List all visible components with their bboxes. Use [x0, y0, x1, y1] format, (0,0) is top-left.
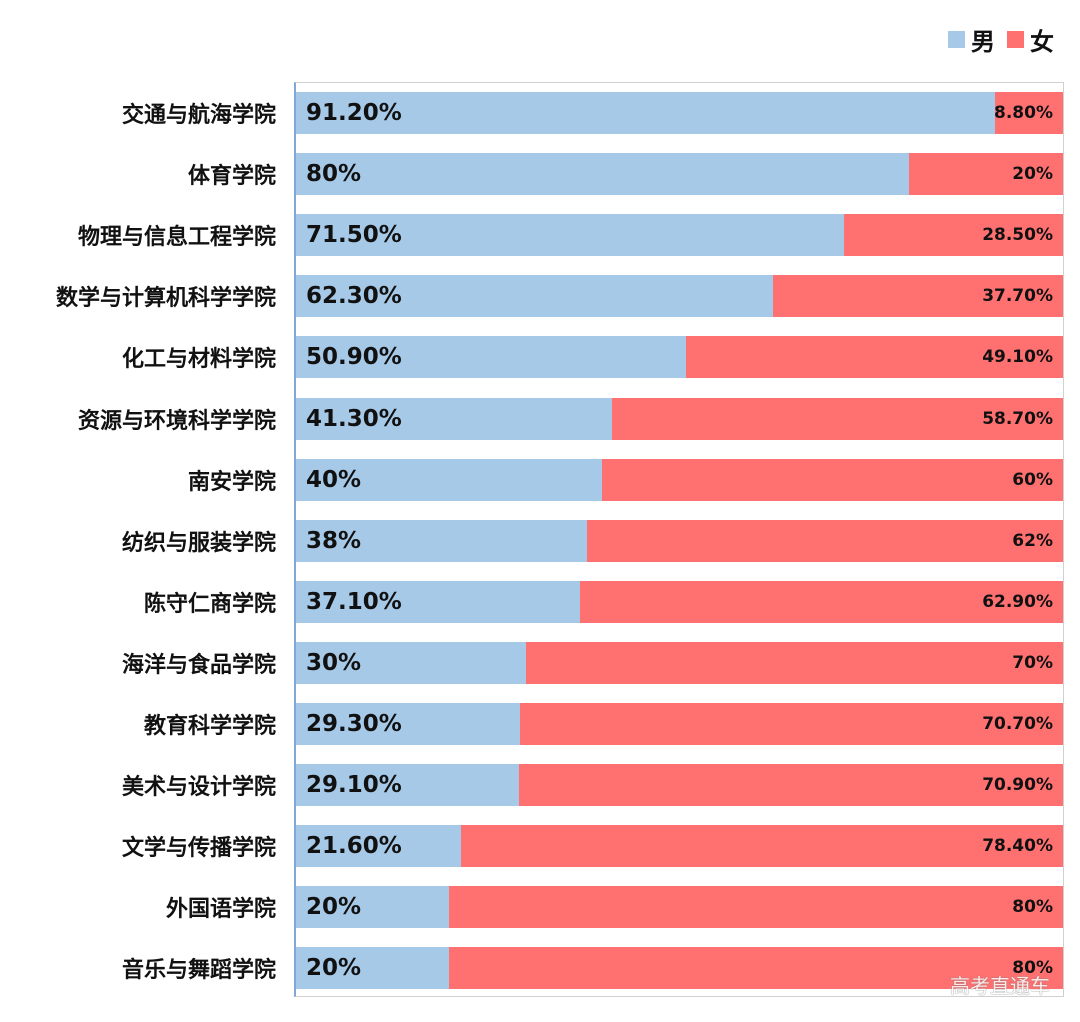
data-label-female: 20%	[1012, 164, 1053, 185]
data-label-male: 20%	[306, 955, 362, 982]
bar-row: 37.10% 62.90%	[296, 580, 1063, 623]
bar-segment-female[interactable]: 62.90%	[580, 580, 1063, 623]
data-label-male: 30%	[306, 649, 362, 676]
data-label-female: 62.90%	[982, 591, 1053, 612]
legend-swatch-male	[948, 31, 965, 48]
legend-item-female[interactable]: 女	[1007, 22, 1054, 57]
bar-row: 40% 60%	[296, 458, 1063, 501]
data-label-male: 80%	[306, 161, 362, 188]
bar-segment-male[interactable]: 21.60%	[296, 825, 462, 868]
bar-segment-female[interactable]: 80%	[449, 886, 1063, 929]
data-label-male: 29.30%	[306, 711, 402, 737]
bar-row: 30% 70%	[296, 641, 1063, 684]
bar-segment-female[interactable]: 60%	[602, 458, 1063, 501]
bar-row: 29.30% 70.70%	[296, 703, 1063, 745]
data-label-male: 38%	[306, 527, 362, 554]
data-label-female: 80%	[1012, 897, 1053, 918]
data-label-male: 62.30%	[306, 283, 402, 310]
data-label-female: 60%	[1012, 469, 1053, 490]
bar-segment-female[interactable]: 78.40%	[461, 825, 1063, 868]
data-label-male: 71.50%	[306, 222, 402, 249]
bar-segment-female[interactable]: 8.80%	[994, 92, 1063, 134]
category-label: 外国语学院	[165, 897, 276, 923]
bar-row: 50.90% 49.10%	[296, 336, 1063, 379]
data-label-female: 80%	[1012, 958, 1053, 979]
bar-row: 41.30% 58.70%	[296, 397, 1063, 440]
category-label: 教育科学学院	[143, 714, 276, 739]
bar-segment-female[interactable]: 70%	[525, 641, 1063, 684]
bar-segment-female[interactable]: 49.10%	[685, 336, 1063, 379]
category-label: 海洋与食品学院	[121, 652, 276, 678]
data-label-female: 70.90%	[982, 775, 1053, 796]
bar-segment-male[interactable]: 91.20%	[296, 92, 995, 134]
category-label: 文学与传播学院	[121, 836, 276, 862]
bar-segment-male[interactable]: 38%	[296, 519, 588, 562]
category-label: 美术与设计学院	[121, 775, 276, 801]
bar-row: 21.60% 78.40%	[296, 825, 1063, 868]
bar-row: 62.30% 37.70%	[296, 275, 1063, 318]
bar-row: 20% 80%	[296, 886, 1063, 929]
bar-segment-male[interactable]: 62.30%	[296, 275, 774, 318]
bar-segment-female[interactable]: 58.70%	[612, 397, 1063, 440]
data-label-male: 40%	[306, 466, 362, 493]
bar-row: 29.10% 70.90%	[296, 764, 1063, 807]
data-label-male: 37.10%	[306, 588, 402, 615]
bar-row: 71.50% 28.50%	[296, 214, 1063, 257]
bar-segment-female[interactable]: 37.70%	[773, 275, 1063, 318]
data-label-female: 58.70%	[982, 408, 1053, 429]
legend-swatch-female	[1007, 31, 1024, 48]
category-label: 化工与材料学院	[121, 347, 276, 373]
bar-segment-female[interactable]: 20%	[908, 153, 1063, 196]
bar-segment-male[interactable]: 37.10%	[296, 580, 581, 623]
bar-segment-male[interactable]: 71.50%	[296, 214, 844, 257]
data-label-female: 78.40%	[982, 836, 1053, 857]
category-label: 数学与计算机科学学院	[55, 286, 276, 312]
bar-segment-female[interactable]: 70.90%	[518, 764, 1063, 807]
bar-segment-male[interactable]: 40%	[296, 458, 603, 501]
data-label-female: 28.50%	[982, 225, 1053, 246]
bar-segment-female[interactable]: 80%	[449, 947, 1063, 990]
category-label: 物理与信息工程学院	[77, 225, 276, 251]
bar-segment-female[interactable]: 70.70%	[520, 703, 1063, 745]
category-label: 南安学院	[187, 469, 276, 495]
data-label-male: 20%	[306, 894, 362, 921]
data-label-male: 41.30%	[306, 405, 402, 432]
data-label-male: 29.10%	[306, 772, 402, 799]
bar-row: 91.20% 8.80%	[296, 92, 1063, 134]
bar-segment-male[interactable]: 20%	[296, 886, 450, 929]
data-label-female: 70%	[1012, 652, 1053, 673]
data-label-female: 8.80%	[994, 103, 1053, 123]
data-label-male: 50.90%	[306, 344, 402, 371]
bar-row: 20% 80%	[296, 947, 1063, 990]
data-label-female: 49.10%	[982, 347, 1053, 368]
bar-segment-male[interactable]: 20%	[296, 947, 450, 990]
bar-row: 80% 20%	[296, 153, 1063, 196]
bar-segment-male[interactable]: 29.10%	[296, 764, 519, 807]
bar-segment-male[interactable]: 30%	[296, 641, 526, 684]
category-label: 体育学院	[187, 164, 276, 190]
category-label: 陈守仁商学院	[143, 591, 276, 617]
watermark: 高考直通车	[950, 974, 1050, 998]
category-label: 纺织与服装学院	[121, 530, 276, 556]
bar-segment-female[interactable]: 28.50%	[843, 214, 1063, 257]
bar-segment-female[interactable]: 62%	[587, 519, 1063, 562]
chart-legend: 男 女	[942, 22, 1054, 57]
data-label-female: 37.70%	[982, 286, 1053, 307]
data-label-male: 21.60%	[306, 833, 402, 860]
legend-label-male: 男	[971, 28, 995, 56]
bar-segment-male[interactable]: 41.30%	[296, 397, 613, 440]
plot-area: 91.20% 8.80% 80% 20% 71.50% 28.50% 62.30% 37.70…	[294, 82, 1064, 997]
category-label: 音乐与舞蹈学院	[121, 958, 276, 984]
legend-item-male[interactable]: 男	[948, 22, 995, 57]
data-label-female: 70.70%	[982, 714, 1053, 734]
legend-label-female: 女	[1030, 28, 1054, 56]
category-label: 资源与环境科学学院	[77, 408, 276, 434]
category-label: 交通与航海学院	[121, 103, 276, 128]
data-label-male: 91.20%	[306, 100, 402, 126]
data-label-female: 62%	[1012, 530, 1053, 551]
bar-segment-male[interactable]: 29.30%	[296, 703, 521, 745]
bar-segment-male[interactable]: 50.90%	[296, 336, 686, 379]
bar-row: 38% 62%	[296, 519, 1063, 562]
bar-segment-male[interactable]: 80%	[296, 153, 909, 196]
